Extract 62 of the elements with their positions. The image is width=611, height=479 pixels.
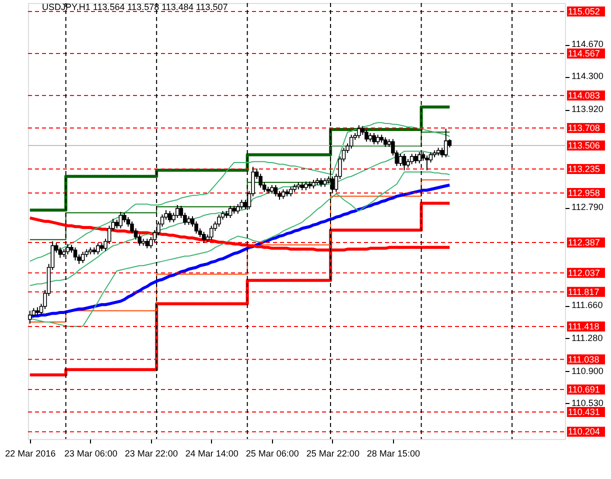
candlestick	[168, 210, 172, 223]
y-tick-label: 113.920	[572, 104, 604, 114]
ref-line-label: 111.817	[568, 286, 600, 297]
x-tick-label: 23 Mar 06:00	[64, 448, 118, 458]
ref-line-label: 112.387	[568, 237, 600, 248]
candlestick	[236, 204, 240, 214]
candlestick	[288, 186, 293, 197]
candlestick	[425, 155, 429, 171]
candlestick	[349, 134, 354, 150]
candlestick	[357, 124, 361, 139]
candlestick	[281, 188, 286, 200]
candlestick	[122, 212, 126, 223]
candlestick	[202, 231, 206, 244]
candlestick	[28, 310, 32, 324]
candlestick	[228, 205, 232, 218]
ref-line-label: 110.691	[568, 384, 600, 395]
candlestick	[240, 199, 244, 210]
x-tick-label: 25 Mar 06:00	[246, 448, 299, 458]
candlestick	[145, 238, 150, 249]
candlestick	[80, 251, 85, 264]
ref-line-label: 113.708	[568, 122, 600, 133]
y-tick-label: 111.280	[572, 332, 603, 343]
candlestick	[444, 128, 448, 158]
y-tick-label: 110.900	[572, 366, 604, 376]
candlestick	[414, 153, 418, 164]
candlestick	[376, 134, 380, 145]
ref-line-label: 113.235	[568, 164, 600, 174]
candlestick	[372, 132, 376, 145]
candlestick	[58, 246, 62, 258]
x-tick-label: 24 Mar 14:00	[185, 448, 238, 458]
x-tick-label: 28 Mar 15:00	[366, 448, 420, 458]
ref-line-label: 112.037	[568, 268, 600, 278]
ref-line-label: 110.431	[568, 407, 600, 418]
candlestick	[274, 184, 278, 197]
ref-line-label: 110.204	[568, 426, 600, 437]
candlestick	[210, 225, 214, 240]
candlestick	[364, 129, 368, 142]
y-tick-label: 114.670	[572, 39, 604, 50]
ref-line-label: 113.506	[568, 140, 600, 150]
ref-line-label: 111.038	[568, 354, 600, 364]
x-tick-label: 22 Mar 2016	[5, 448, 56, 458]
ref-line-label: 111.418	[568, 321, 600, 332]
candlestick	[410, 153, 414, 165]
ref-line-label: 114.567	[568, 48, 600, 59]
candlestick	[96, 242, 100, 255]
candlestick	[402, 153, 406, 171]
candlestick	[383, 136, 388, 148]
candlestick	[398, 153, 402, 166]
x-tick-label: 25 Mar 22:00	[306, 448, 360, 458]
ref-line-label: 114.083	[568, 90, 600, 100]
y-tick-label: 110.530	[572, 398, 604, 408]
chart-title: USDJPY,H1 113.564 113.578 113.484 113.507	[42, 2, 228, 12]
y-tick-label: 111.660	[572, 300, 603, 310]
y-tick-label: 114.300	[572, 71, 604, 82]
candlestick	[73, 246, 78, 261]
candlestick	[217, 214, 221, 228]
candlestick	[118, 211, 123, 229]
ref-line-label: 115.052	[568, 6, 600, 16]
candlestick	[175, 204, 180, 218]
ref-line-label: 112.958	[568, 188, 600, 198]
y-tick-label: 112.790	[572, 202, 604, 212]
x-tick-label: 23 Mar 22:00	[124, 448, 178, 458]
